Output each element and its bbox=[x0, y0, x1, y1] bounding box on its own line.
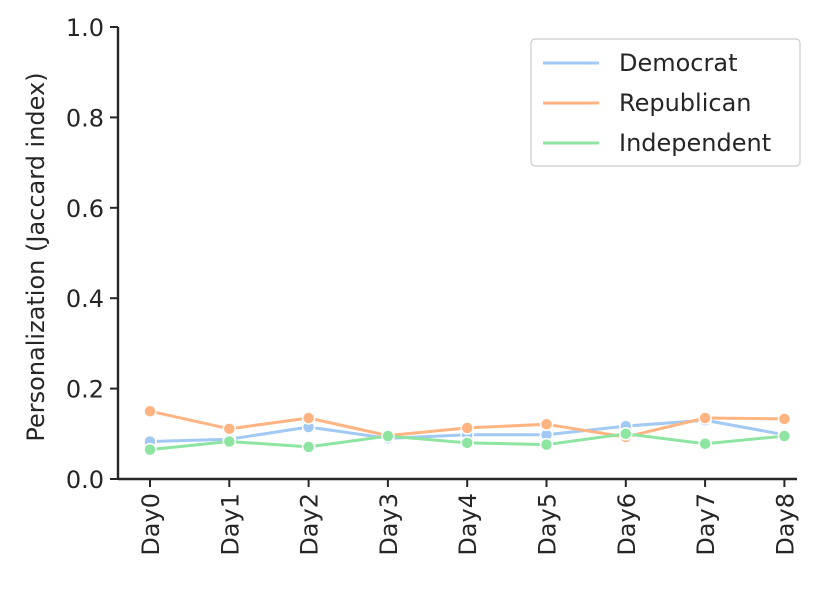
axes bbox=[116, 27, 797, 481]
data-point-independent bbox=[143, 442, 157, 457]
y-ticks: 0.0 0.2 0.4 0.6 0.8 1.0 bbox=[66, 14, 118, 494]
y-tick-label: 0.6 bbox=[66, 195, 104, 223]
x-tick-label: Day7 bbox=[692, 493, 720, 556]
legend-item-independent: Independent bbox=[543, 129, 771, 157]
data-point-republican bbox=[301, 411, 316, 425]
data-point-independent bbox=[301, 440, 316, 454]
data-point-independent bbox=[460, 436, 474, 450]
y-tick-label: 1.0 bbox=[66, 14, 104, 42]
y-tick-label: 0.8 bbox=[66, 104, 104, 132]
data-point-republican bbox=[777, 412, 792, 426]
data-point-republican bbox=[698, 411, 712, 425]
data-point-independent bbox=[777, 429, 792, 443]
y-tick-label: 0.0 bbox=[66, 466, 104, 494]
data-point-independent bbox=[222, 434, 237, 449]
x-tick-label: Day5 bbox=[534, 493, 562, 556]
data-point-republican bbox=[222, 422, 237, 436]
series-independent bbox=[143, 427, 792, 457]
data-point-independent bbox=[698, 436, 712, 451]
legend: Democrat Republican Independent bbox=[530, 38, 801, 167]
legend-label: Democrat bbox=[619, 49, 738, 77]
data-point-republican bbox=[143, 404, 157, 418]
y-tick-label: 0.4 bbox=[66, 285, 104, 313]
legend-box bbox=[530, 38, 801, 167]
legend-item-republican: Republican bbox=[543, 89, 752, 117]
data-point-republican bbox=[539, 417, 554, 432]
legend-label: Independent bbox=[619, 129, 771, 157]
data-point-independent bbox=[619, 427, 633, 441]
series-layer bbox=[143, 404, 792, 457]
x-tick-label: Day2 bbox=[296, 493, 324, 556]
data-point-republican bbox=[460, 421, 474, 435]
y-tick-label: 0.2 bbox=[66, 376, 104, 404]
y-axis-title: Personalization (Jaccard index) bbox=[22, 72, 50, 441]
x-tick-label: Day0 bbox=[137, 493, 165, 556]
x-tick-label: Day3 bbox=[375, 493, 403, 556]
data-point-independent bbox=[539, 437, 554, 452]
data-point-independent bbox=[381, 429, 395, 443]
x-tick-label: Day8 bbox=[771, 493, 799, 556]
legend-item-democrat: Democrat bbox=[543, 49, 738, 77]
x-ticks: Day0 Day1 Day2 Day3 Day4 Day5 Day6 Day7 Day8 bbox=[137, 479, 799, 556]
x-tick-label: Day1 bbox=[216, 493, 244, 556]
legend-label: Republican bbox=[619, 89, 752, 117]
x-tick-label: Day4 bbox=[454, 493, 482, 556]
x-tick-label: Day6 bbox=[613, 493, 641, 556]
